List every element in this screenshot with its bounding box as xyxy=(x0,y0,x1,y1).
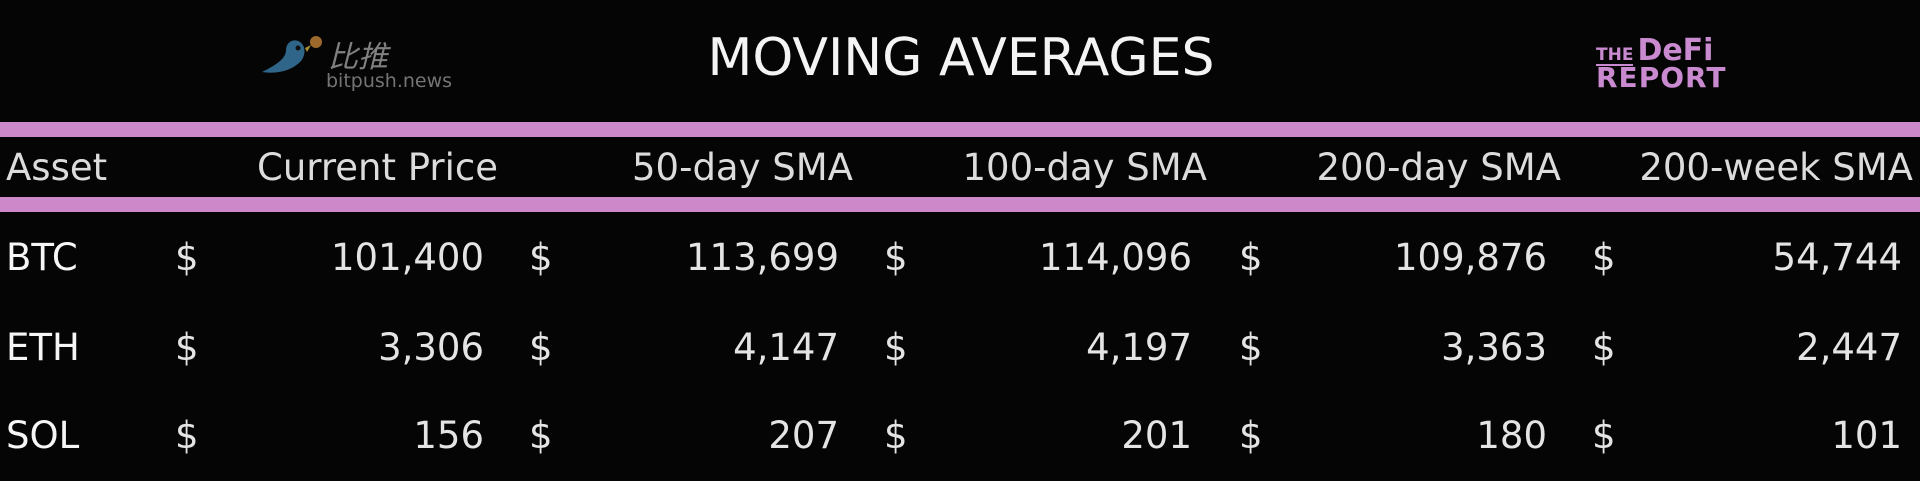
defi-report-logo: THE DeFi REPORT xyxy=(1596,36,1726,92)
page-title: MOVING AVERAGES xyxy=(707,28,1215,88)
price-value: 207 xyxy=(768,414,839,457)
currency-symbol: $ xyxy=(175,414,199,457)
column-header: 100-day SMA xyxy=(962,146,1207,189)
currency-symbol: $ xyxy=(175,326,199,369)
bird-icon xyxy=(262,36,322,73)
currency-symbol: $ xyxy=(1239,326,1263,369)
currency-symbol: $ xyxy=(1239,236,1263,279)
column-header: 200-day SMA xyxy=(1316,146,1561,189)
currency-symbol: $ xyxy=(884,414,908,457)
currency-symbol: $ xyxy=(529,236,553,279)
currency-symbol: $ xyxy=(1592,326,1616,369)
column-header: Asset xyxy=(6,146,108,189)
price-value: 201 xyxy=(1121,414,1192,457)
column-header: 200-week SMA xyxy=(1639,146,1913,189)
currency-symbol: $ xyxy=(884,326,908,369)
price-value: 2,447 xyxy=(1796,326,1902,369)
price-value: 3,306 xyxy=(378,326,484,369)
currency-symbol: $ xyxy=(1239,414,1263,457)
currency-symbol: $ xyxy=(529,414,553,457)
watermark-cn-text: 比推 xyxy=(328,40,388,75)
logo-text-report: REPORT xyxy=(1596,61,1727,94)
price-value: 113,699 xyxy=(685,236,839,279)
logo-text-the: THE xyxy=(1596,45,1634,66)
currency-symbol: $ xyxy=(1592,236,1616,279)
price-value: 4,147 xyxy=(733,326,839,369)
column-header: 50-day SMA xyxy=(632,146,853,189)
asset-name: ETH xyxy=(6,326,80,369)
column-header: Current Price xyxy=(257,146,498,189)
price-value: 101,400 xyxy=(330,236,484,279)
header-top-divider xyxy=(0,122,1920,137)
price-value: 4,197 xyxy=(1086,326,1192,369)
price-value: 180 xyxy=(1476,414,1547,457)
asset-name: BTC xyxy=(6,236,78,279)
price-value: 54,744 xyxy=(1772,236,1902,279)
watermark-en-text: bitpush.news xyxy=(326,70,453,92)
price-value: 3,363 xyxy=(1441,326,1547,369)
price-value: 114,096 xyxy=(1038,236,1192,279)
currency-symbol: $ xyxy=(175,236,199,279)
asset-name: SOL xyxy=(6,414,80,457)
logo-text-defi: DeFi xyxy=(1637,33,1714,68)
currency-symbol: $ xyxy=(884,236,908,279)
price-value: 101 xyxy=(1831,414,1902,457)
currency-symbol: $ xyxy=(529,326,553,369)
bitpush-watermark: 比推 bitpush.news xyxy=(260,34,500,98)
price-value: 156 xyxy=(413,414,484,457)
price-value: 109,876 xyxy=(1393,236,1547,279)
header-bottom-divider xyxy=(0,197,1920,212)
currency-symbol: $ xyxy=(1592,414,1616,457)
